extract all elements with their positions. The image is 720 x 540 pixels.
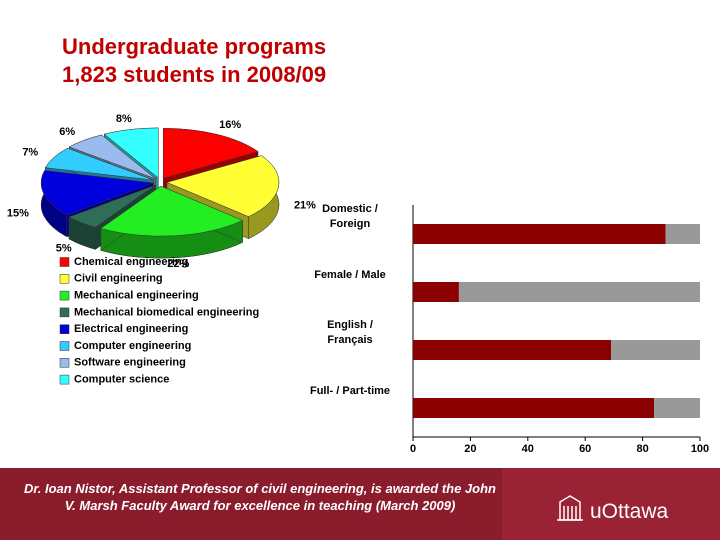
legend-swatch — [59, 257, 70, 267]
y-tick-label: English / Français — [327, 319, 373, 346]
chart-title: Undergraduate programs — [62, 34, 326, 59]
logo-icon — [557, 495, 583, 521]
y-tick-label: Female / Male — [314, 268, 386, 281]
pie-slice — [100, 185, 244, 237]
pie-slice — [68, 134, 156, 179]
legend-swatch — [59, 374, 70, 385]
bar-segment — [665, 224, 700, 244]
bar-segment — [611, 340, 700, 360]
bar-segment — [413, 340, 612, 360]
data-label: 5% — [56, 242, 72, 254]
legend-swatch — [59, 324, 70, 334]
legend-swatch — [59, 341, 70, 351]
logo-text: uOttawa — [590, 500, 669, 523]
x-tick-label: 20 — [464, 443, 476, 455]
legend-swatch — [59, 274, 70, 284]
legend-swatch — [59, 358, 70, 368]
y-tick-label: Full- / Part-time — [309, 384, 391, 397]
x-tick-label: 60 — [579, 443, 591, 455]
x-tick-label: 80 — [636, 443, 648, 455]
legend-label: Mechanical engineering — [74, 290, 199, 302]
y-tick-label: Domestic / Foreign — [322, 203, 378, 230]
data-label: 15% — [7, 208, 29, 220]
footer-text: Dr. Ioan Nistor, Assistant Professor of … — [24, 481, 496, 513]
pie-slice — [44, 147, 154, 181]
pie-slice — [163, 128, 259, 179]
bar-segment — [413, 398, 655, 418]
legend-label: Mechanical biomedical engineering — [74, 306, 259, 318]
bar-segment — [458, 282, 700, 302]
data-label: 6% — [59, 126, 75, 138]
legend-label: Civil engineering — [74, 273, 163, 285]
legend-label: Software engineering — [74, 357, 186, 369]
logo-panel — [502, 468, 720, 540]
pie-slice — [40, 170, 154, 216]
footer-band — [0, 468, 720, 540]
legend-label: Electrical engineering — [74, 323, 188, 335]
data-label: 8% — [116, 113, 132, 125]
x-tick-label: 100 — [691, 443, 709, 455]
data-label: 16% — [219, 119, 241, 131]
bar-segment — [413, 282, 459, 302]
bar-segment — [413, 224, 666, 244]
pie-slice — [103, 127, 159, 179]
pie-slice — [68, 184, 156, 228]
pie-slice — [166, 155, 280, 217]
chart-subtitle: 1,823 students in 2008/09 — [62, 62, 326, 87]
legend-swatch — [59, 290, 70, 301]
x-tick-label: 0 — [410, 443, 416, 455]
bar-segment — [654, 398, 700, 418]
legend-swatch — [59, 307, 70, 318]
data-label: 7% — [22, 146, 38, 158]
legend-label: Computer engineering — [74, 340, 191, 352]
legend-label: Chemical engineering — [74, 256, 188, 268]
data-label: 21% — [294, 200, 316, 212]
data-label: 22% — [167, 258, 189, 270]
x-tick-label: 40 — [522, 443, 534, 455]
legend-label: Computer science — [74, 374, 169, 386]
